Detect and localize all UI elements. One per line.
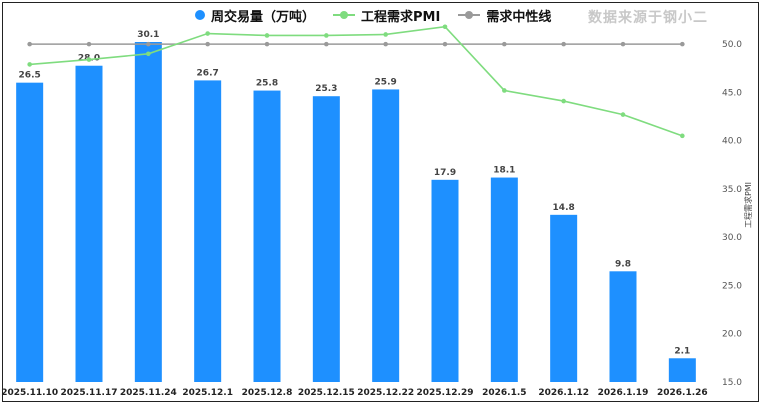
legend-label-neutral: 需求中性线 — [486, 9, 552, 25]
legend-item-bar[interactable]: 周交易量（万吨） — [195, 6, 315, 25]
neutral-point — [146, 41, 151, 47]
x-tick-label: 2025.12.29 — [417, 388, 474, 398]
bar-2025.12.22 — [372, 89, 400, 382]
y2-tick-label: 50.0 — [722, 40, 742, 50]
pmi-point — [27, 62, 32, 67]
bar-2025.12.29 — [431, 179, 459, 382]
x-tick-label: 2025.12.1 — [182, 388, 233, 398]
bar-value-label: 26.7 — [197, 68, 219, 78]
pmi-point — [86, 57, 92, 62]
pmi-point — [502, 88, 507, 93]
pmi-point — [561, 98, 566, 104]
neutral-point — [324, 41, 329, 47]
source-note: 数据来源于钢小二 — [588, 10, 708, 26]
legend-item-pmi[interactable]: 工程需求PMI — [333, 6, 440, 25]
x-tick-label: 2025.11.24 — [120, 388, 177, 398]
pmi-legend-marker — [333, 10, 356, 20]
chart-legend: 周交易量（万吨） 工程需求PMI 需求中性线 — [195, 5, 551, 25]
y2-axis-title: 工程需求PMI — [743, 182, 753, 228]
bar-value-label: 25.9 — [375, 77, 397, 87]
bar-2026.1.19 — [609, 271, 637, 382]
bar-2025.12.8 — [253, 90, 281, 383]
bar-2025.11.10 — [16, 82, 44, 382]
bar-value-label: 26.5 — [19, 71, 41, 81]
neutral-point — [86, 41, 92, 47]
bar-2025.11.24 — [134, 42, 162, 382]
bar-2026.1.12 — [550, 214, 578, 382]
y2-tick-label: 25.0 — [722, 281, 742, 291]
pmi-point — [383, 32, 388, 37]
bar-2025.11.17 — [75, 65, 103, 382]
neutral-point — [205, 41, 210, 47]
x-tick-label: 2026.1.5 — [482, 388, 526, 398]
pmi-line — [29, 25, 683, 137]
neutral-point — [383, 41, 388, 47]
neutral-point — [27, 41, 32, 47]
y2-tick-label: 40.0 — [722, 137, 742, 147]
y2-tick-label: 15.0 — [722, 378, 742, 388]
x-tick-label: 2026.1.26 — [657, 388, 708, 398]
neutral-point — [442, 41, 448, 47]
x-tick-label: 2025.11.17 — [61, 388, 118, 398]
y2-tick-label: 45.0 — [722, 88, 742, 98]
neutral-point — [264, 41, 270, 47]
bar-2025.12.15 — [312, 96, 340, 382]
neutral-legend-marker — [458, 10, 481, 20]
legend-item-neutral[interactable]: 需求中性线 — [458, 6, 551, 25]
legend-label-bar: 周交易量（万吨） — [211, 9, 316, 25]
x-tick-label: 2026.1.19 — [598, 388, 649, 398]
neutral-point — [620, 41, 626, 47]
y2-tick-label: 35.0 — [722, 185, 742, 195]
bar-value-label: 30.1 — [137, 30, 159, 40]
pmi-point — [442, 24, 448, 30]
bar-value-label: 2.1 — [674, 346, 690, 356]
bar-value-label: 25.3 — [315, 84, 337, 94]
bar-value-label: 9.8 — [615, 259, 631, 269]
bar-2026.1.5 — [490, 177, 518, 382]
bar-value-label: 18.1 — [493, 166, 515, 176]
x-tick-label: 2025.12.22 — [357, 388, 414, 398]
bar-value-label: 17.9 — [434, 168, 456, 178]
bar-legend-marker — [195, 10, 205, 20]
pmi-point — [205, 31, 210, 36]
pmi-point — [324, 33, 329, 38]
neutral-point — [680, 41, 685, 47]
x-tick-label: 2025.12.8 — [242, 388, 293, 398]
x-tick-label: 2025.12.15 — [298, 388, 355, 398]
neutral-point — [561, 41, 566, 47]
bar-2025.12.1 — [194, 80, 222, 382]
x-tick-label: 2025.11.10 — [1, 388, 58, 398]
y2-tick-label: 20.0 — [722, 330, 742, 340]
pmi-point — [146, 51, 151, 57]
pmi-point — [680, 133, 685, 139]
neutral-point — [502, 41, 507, 47]
x-tick-label: 2026.1.12 — [538, 388, 589, 398]
legend-label-pmi: 工程需求PMI — [361, 9, 441, 25]
bar-value-label: 14.8 — [553, 203, 575, 213]
pmi-point — [264, 33, 270, 38]
bar-2026.1.26 — [668, 358, 696, 382]
pmi-point — [620, 112, 626, 117]
y2-tick-label: 30.0 — [722, 233, 742, 243]
bar-value-label: 25.8 — [256, 79, 278, 89]
